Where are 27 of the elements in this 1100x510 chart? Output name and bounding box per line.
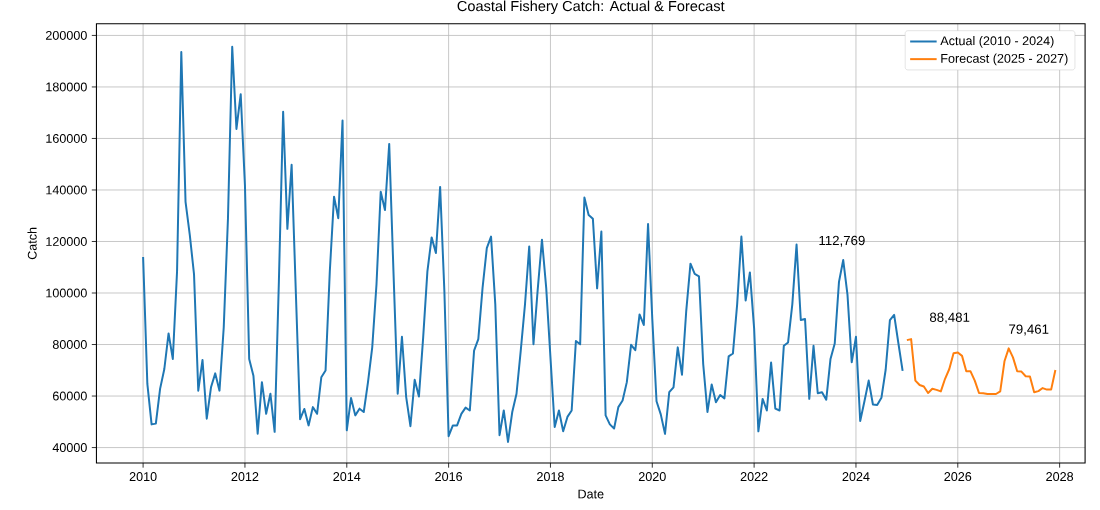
x-tick-label: 2026 [944,472,972,482]
y-tick-label: 160000 [46,134,87,144]
x-tick-label: 2020 [638,472,666,482]
legend-label: Forecast (2025 - 2027) [941,53,1068,66]
y-tick-label: 100000 [46,288,87,298]
x-tick-label: 2010 [129,472,157,482]
annotation: 88,481 [929,312,970,324]
y-axis-title: Catch [27,227,37,260]
x-tick-label: 2014 [333,472,361,482]
y-tick-label: 180000 [46,82,87,92]
y-tick-label: 200000 [45,31,87,41]
y-tick-label: 140000 [46,185,87,195]
y-tick-label: 80000 [52,340,87,350]
x-axis-title: Date [578,489,604,499]
legend-label: Actual (2010 - 2024) [940,36,1054,48]
x-tick-label: 2022 [740,472,768,482]
y-tick-label: 120000 [46,237,87,247]
y-tick-label: 60000 [52,391,87,401]
x-tick-label: 2018 [537,472,564,482]
chart-title: Coastal Fishery Catch: Actual & Forecast [457,0,725,15]
annotation: 79,461 [1009,324,1049,336]
y-tick-label: 40000 [52,443,87,453]
x-tick-label: 2016 [435,472,463,482]
x-tick-label: 2028 [1046,472,1074,482]
x-tick-label: 2024 [842,472,870,482]
x-tick-label: 2012 [231,472,259,482]
annotation: 112,769 [819,235,865,247]
